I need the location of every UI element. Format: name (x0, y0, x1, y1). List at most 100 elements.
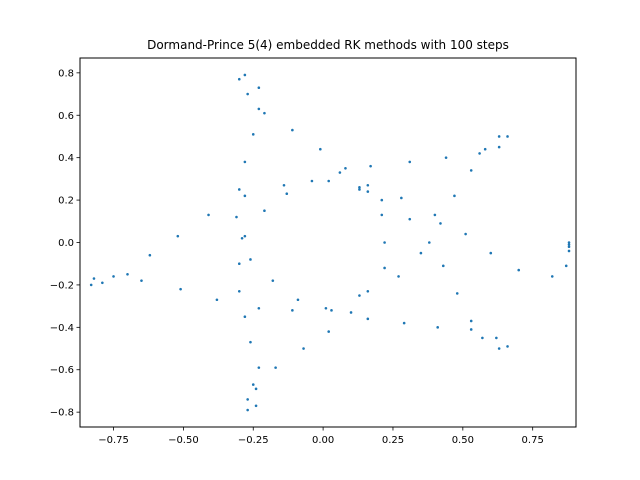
data-point (497, 135, 501, 138)
data-point (140, 279, 143, 282)
data-point (243, 234, 247, 238)
x-tick-label: −0.75 (98, 435, 129, 446)
data-point (419, 251, 423, 255)
x-tick-label: 0.75 (522, 435, 544, 446)
data-point (246, 92, 249, 96)
data-point (444, 156, 448, 159)
data-point (319, 147, 322, 151)
data-point (237, 188, 241, 191)
data-point (310, 179, 314, 183)
data-point (243, 194, 247, 198)
data-point (126, 273, 129, 276)
data-point (257, 107, 261, 111)
data-point (408, 217, 412, 221)
data-point (240, 236, 244, 240)
data-point (101, 281, 104, 285)
data-point (383, 241, 386, 244)
y-tick-label: −0.4 (50, 323, 74, 334)
data-point (243, 315, 247, 319)
data-point (179, 287, 182, 291)
data-point (369, 164, 372, 168)
data-point (243, 160, 247, 164)
data-point (567, 245, 571, 249)
data-point (246, 398, 249, 401)
data-point (400, 196, 403, 200)
data-point (408, 160, 412, 164)
data-point (271, 279, 275, 282)
data-point (330, 309, 333, 312)
data-point (302, 347, 305, 350)
data-point (441, 264, 445, 268)
data-point (380, 213, 384, 217)
data-point (148, 253, 152, 257)
y-tick-label: 0.4 (58, 153, 74, 164)
data-point (263, 111, 266, 115)
data-point (497, 145, 501, 149)
data-point (327, 330, 331, 333)
data-point (112, 275, 115, 278)
data-point (358, 186, 361, 189)
data-point (469, 328, 473, 331)
data-point (282, 183, 286, 187)
data-point (439, 222, 442, 225)
data-point (176, 234, 180, 238)
data-point (257, 86, 261, 89)
y-axis: −0.8 −0.6 −0.4 −0.2 0.0 0.2 0.4 0.6 0.8 (50, 68, 80, 419)
data-point (349, 311, 353, 314)
data-point (235, 215, 238, 219)
data-point (257, 366, 261, 369)
x-tick-label: 0.50 (452, 435, 474, 446)
data-point (402, 321, 406, 325)
y-tick-label: 0.6 (58, 111, 74, 122)
data-point (237, 262, 241, 266)
data-point (567, 241, 571, 244)
data-point (274, 366, 277, 369)
data-point (478, 152, 481, 155)
data-point (324, 306, 328, 310)
data-point (92, 277, 96, 280)
data-point (517, 268, 521, 272)
data-point (380, 198, 384, 202)
y-tick-label: 0.0 (58, 238, 74, 249)
data-point (506, 135, 509, 138)
data-point (550, 275, 554, 278)
data-points (89, 73, 571, 412)
data-point (246, 408, 249, 412)
x-tick-label: −0.25 (238, 435, 269, 446)
data-point (469, 319, 473, 323)
data-point (397, 275, 400, 278)
data-point (327, 179, 331, 183)
y-tick-label: −0.6 (50, 365, 74, 376)
data-point (251, 133, 255, 136)
data-point (453, 194, 456, 198)
data-point (251, 383, 255, 386)
data-point (291, 309, 294, 312)
data-point (455, 292, 459, 295)
data-point (506, 345, 509, 348)
x-tick-label: 0.00 (312, 435, 334, 446)
data-point (564, 264, 568, 268)
data-point (254, 387, 258, 391)
data-point (495, 336, 498, 340)
x-tick-label: 0.25 (382, 435, 404, 446)
y-tick-label: 0.2 (58, 196, 74, 207)
data-point (249, 340, 252, 344)
x-tick-label: −0.50 (168, 435, 199, 446)
data-point (497, 347, 501, 350)
data-point (263, 209, 266, 212)
y-tick-label: 0.8 (58, 68, 74, 79)
data-point (366, 183, 370, 187)
data-point (249, 258, 252, 261)
data-point (243, 73, 247, 77)
data-point (285, 192, 289, 196)
data-point (358, 188, 361, 191)
data-point (207, 213, 210, 217)
data-point (291, 128, 294, 132)
data-point (483, 147, 487, 151)
data-point (489, 251, 493, 255)
data-point (344, 166, 347, 170)
data-point (237, 77, 241, 81)
data-point (254, 404, 258, 408)
